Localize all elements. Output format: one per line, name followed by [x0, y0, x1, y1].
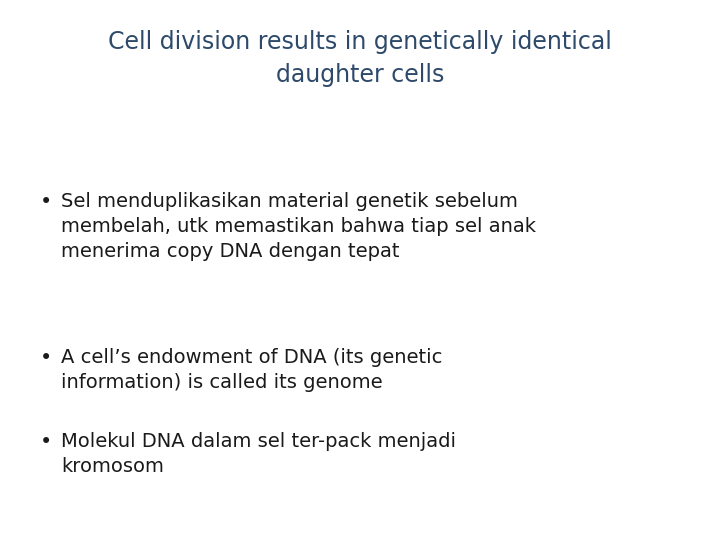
Text: Molekul DNA dalam sel ter-pack menjadi
kromosom: Molekul DNA dalam sel ter-pack menjadi k… [61, 432, 456, 476]
Text: •: • [40, 348, 52, 368]
Text: Cell division results in genetically identical
daughter cells: Cell division results in genetically ide… [108, 30, 612, 87]
Text: Sel menduplikasikan material genetik sebelum
membelah, utk memastikan bahwa tiap: Sel menduplikasikan material genetik seb… [61, 192, 536, 261]
Text: •: • [40, 192, 52, 212]
Text: •: • [40, 432, 52, 452]
Text: A cell’s endowment of DNA (its genetic
information) is called its genome: A cell’s endowment of DNA (its genetic i… [61, 348, 443, 392]
